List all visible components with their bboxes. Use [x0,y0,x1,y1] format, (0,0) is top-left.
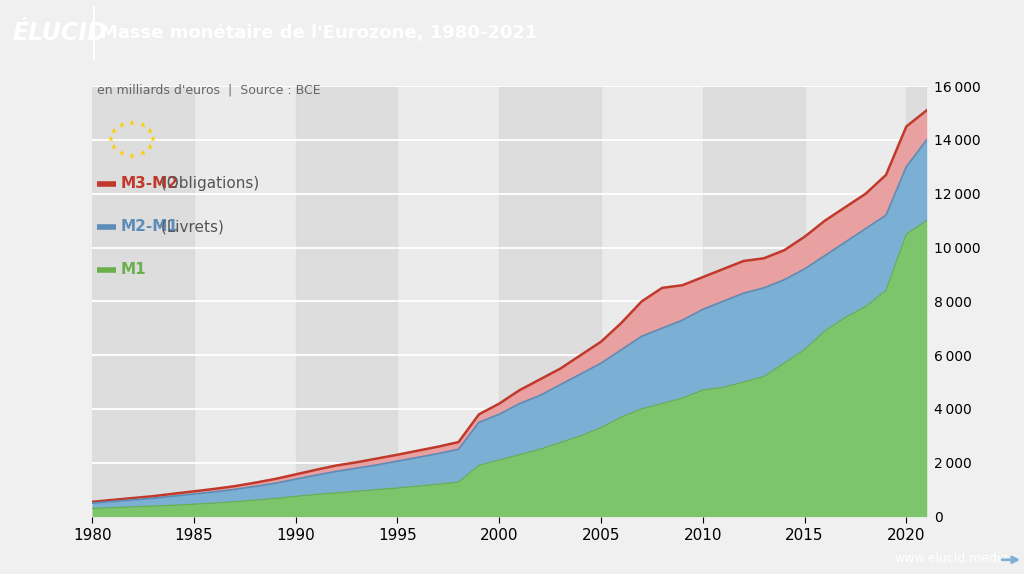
Bar [92,86,194,517]
Bar [500,86,601,517]
Bar [296,86,397,517]
Text: ÉLUCID: ÉLUCID [12,21,108,45]
Text: M3-M2: M3-M2 [121,176,179,191]
Text: (Livrets): (Livrets) [156,219,223,234]
Bar [702,86,805,517]
Text: Masse monétaire de l'Eurozone, 1980-2021: Masse monétaire de l'Eurozone, 1980-2021 [100,24,538,42]
Text: M1: M1 [121,262,146,277]
Text: en milliards d'euros  |  Source : BCE: en milliards d'euros | Source : BCE [97,83,321,96]
Text: www.elucid.media: www.elucid.media [894,552,1009,565]
Bar [906,86,927,517]
Text: (Obligations): (Obligations) [156,176,259,191]
Text: M2-M1: M2-M1 [121,219,179,234]
